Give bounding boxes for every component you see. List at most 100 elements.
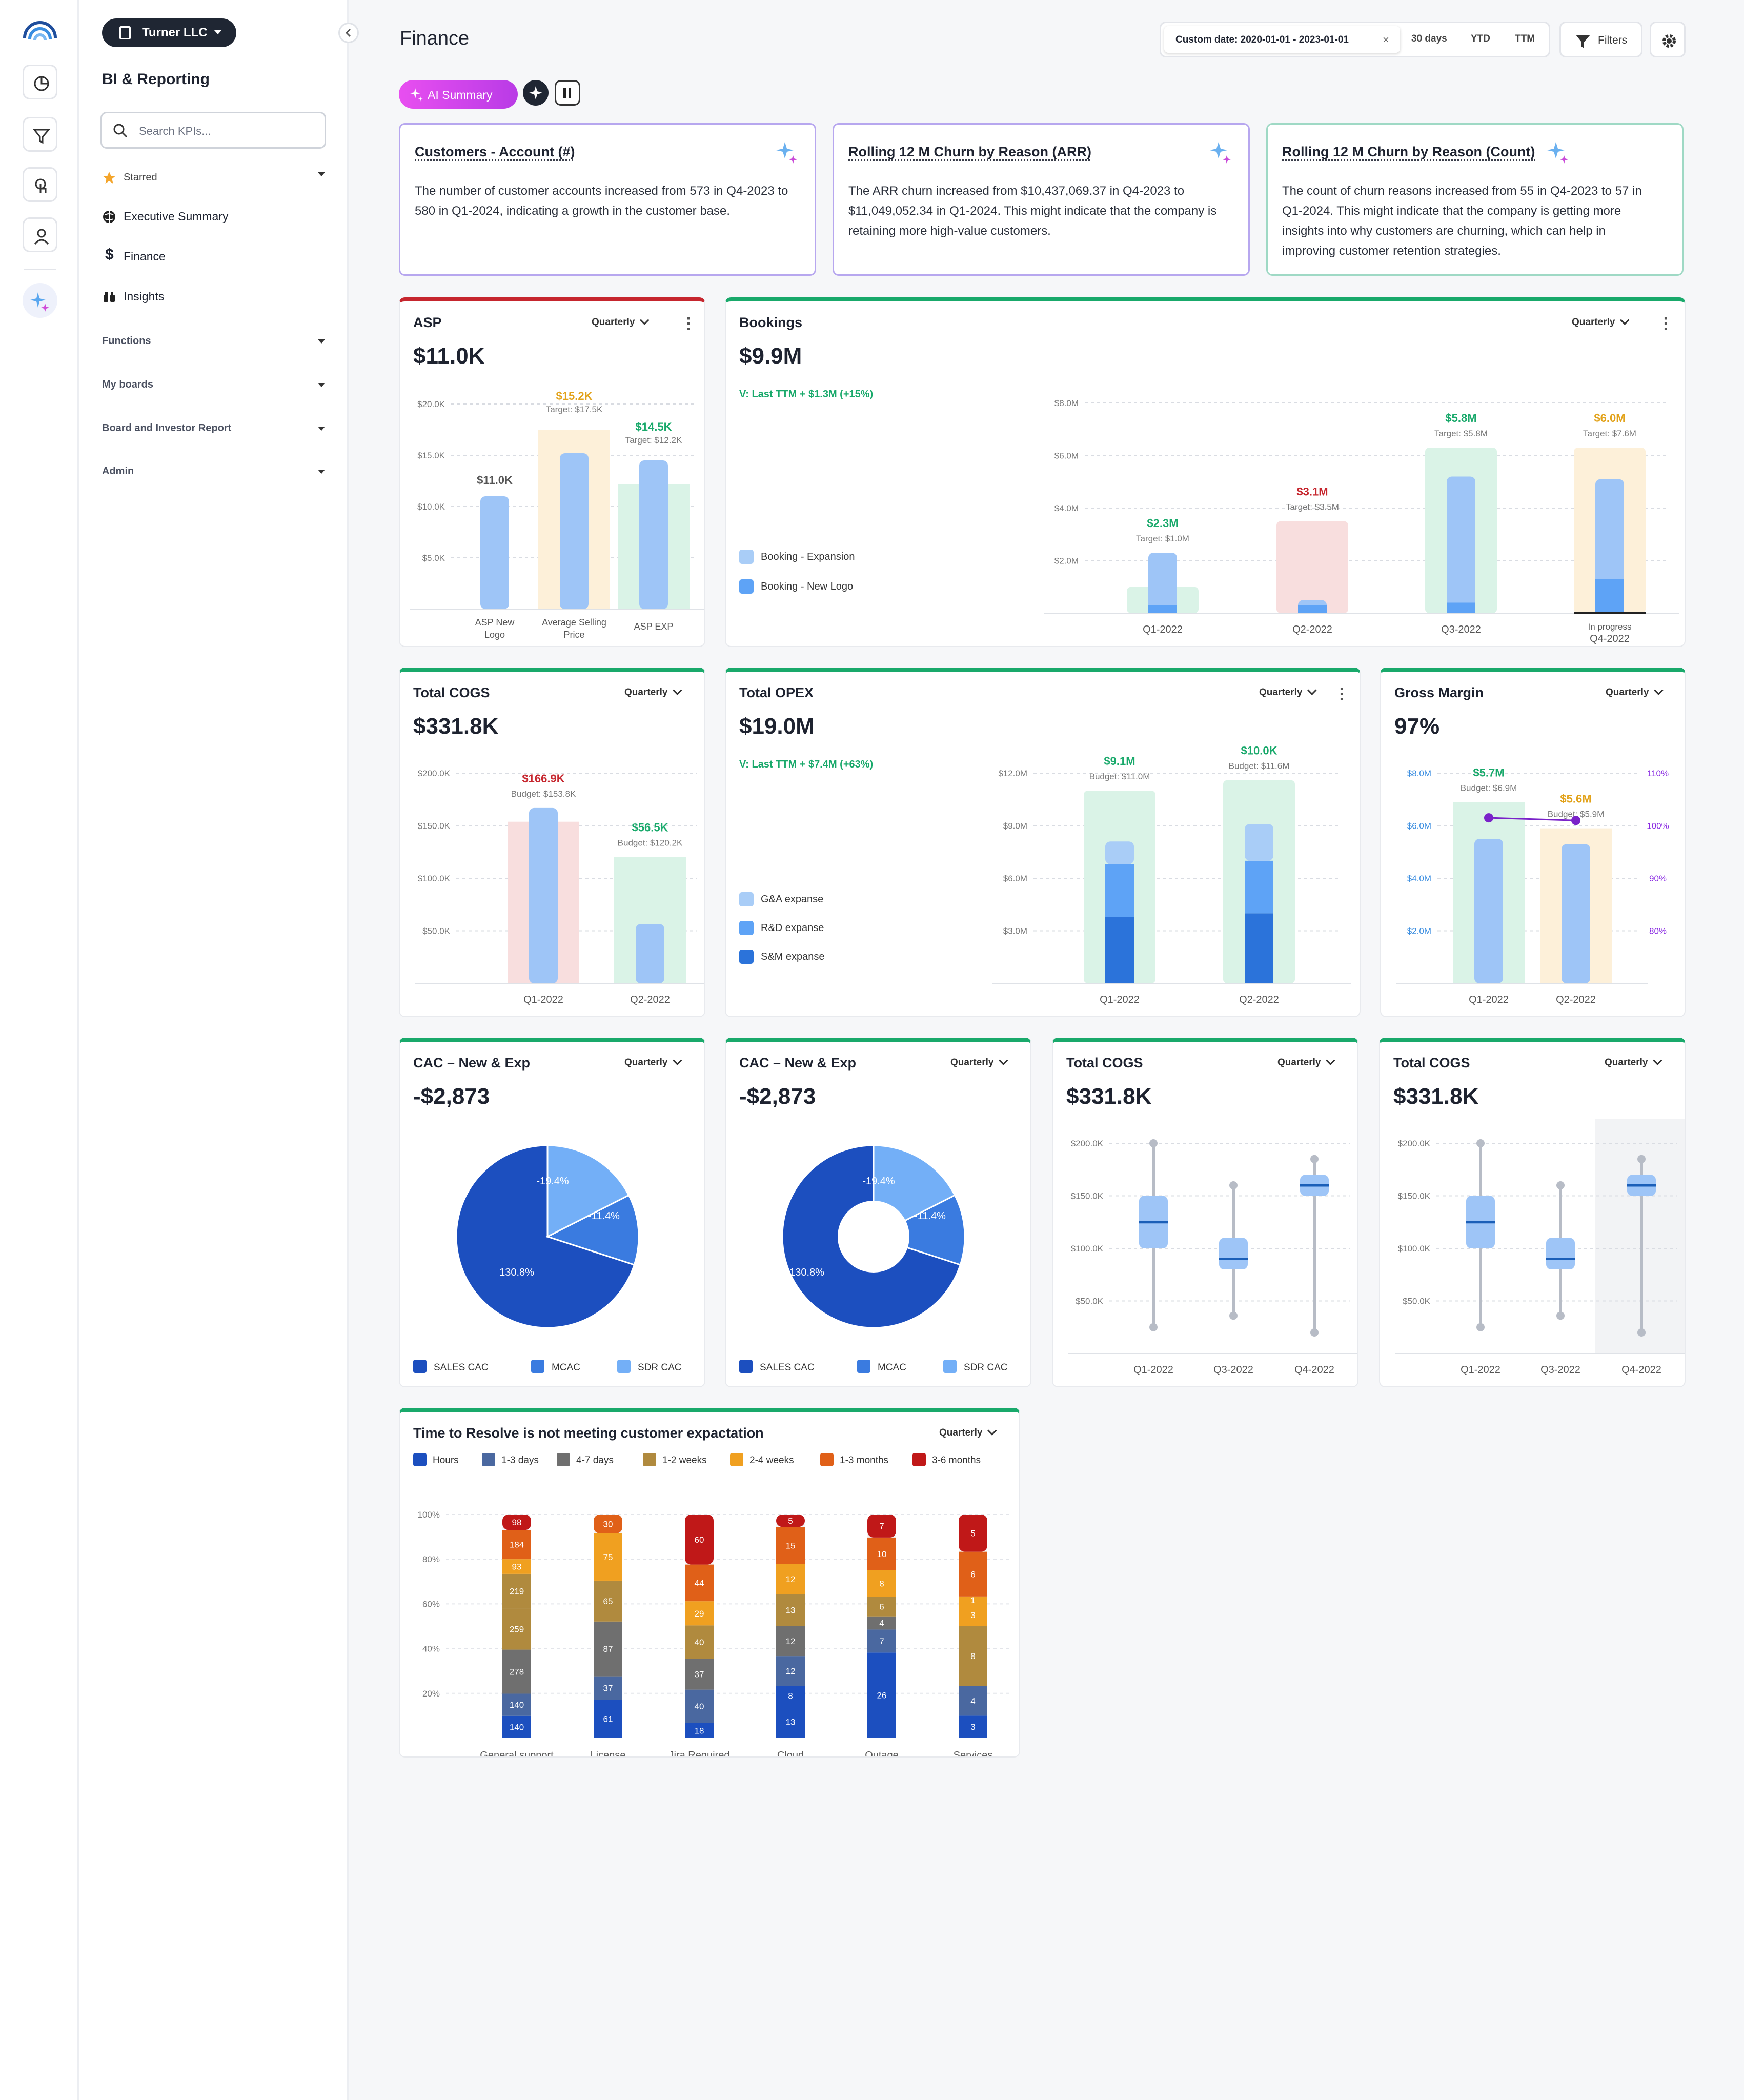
y-tick-label: $4.0M	[1407, 874, 1431, 883]
chevron-down-icon	[318, 339, 325, 344]
y2-tick-label: 100%	[1647, 821, 1669, 831]
date-range-chip[interactable]: Custom date: 2020-01-01 - 2023-01-01 ×	[1164, 26, 1400, 53]
bar-value-label: $166.9K	[522, 772, 564, 785]
legend-swatch	[739, 892, 754, 906]
sidebar-item-executive-summary[interactable]: Executive Summary	[102, 207, 229, 226]
pause-button[interactable]	[555, 80, 580, 106]
legend-label: SALES CAC	[434, 1362, 489, 1373]
period-dropdown[interactable]: Quarterly	[624, 687, 679, 698]
total-opex-card[interactable]: Total OPEX Quarterly ⋮ $19.0M V: Last TT…	[725, 668, 1361, 1017]
range-30-days[interactable]: 30 days	[1411, 33, 1447, 44]
cac-pie-card[interactable]: CAC – New & Exp Quarterly -$2,873 130.8%…	[399, 1038, 705, 1387]
variance-label: V: Last TTM + $7.4M (+63%)	[739, 759, 874, 770]
ai-star-button[interactable]	[523, 80, 549, 106]
kebab-menu-icon[interactable]: ⋮	[1658, 315, 1673, 332]
x-tick-label: Cloud	[777, 1750, 804, 1758]
segment-label: 140	[510, 1722, 524, 1732]
filters-button[interactable]: Filters	[1559, 22, 1642, 57]
legend-label: MCAC	[552, 1362, 580, 1373]
cogs-boxplot-card[interactable]: Total COGS Quarterly $331.8K $200.0K $150…	[1052, 1038, 1358, 1387]
margin-line	[1488, 817, 1576, 821]
x-tick-label: Q4-2022	[1590, 633, 1630, 644]
sidebar-group-my-boards[interactable]: My boards	[102, 379, 325, 391]
close-icon[interactable]: ×	[1383, 33, 1389, 46]
bar-segment	[959, 1551, 987, 1597]
time-to-resolve-card[interactable]: Time to Resolve is not meeting customer …	[399, 1408, 1020, 1758]
range-ttm[interactable]: TTM	[1515, 33, 1535, 44]
bar-segment	[959, 1604, 987, 1626]
x-tick-label: Q2-2022	[630, 994, 670, 1005]
period-dropdown[interactable]: Quarterly	[950, 1057, 1005, 1068]
bar	[560, 453, 589, 609]
insight-card[interactable]: Customers - Account (#) The number of cu…	[399, 123, 816, 276]
bar-segment	[867, 1616, 896, 1630]
collapse-sidebar-button[interactable]	[338, 23, 359, 43]
period-dropdown[interactable]: Quarterly	[1277, 1057, 1332, 1068]
rail-filter-button[interactable]	[23, 117, 57, 152]
total-cogs-card[interactable]: Total COGS Quarterly $331.8K $200.0K $150…	[399, 668, 705, 1017]
bookings-chart: $8.0M $6.0M $4.0M $2.0M $2.3M Target: $1.0M Q1…	[1044, 398, 1679, 644]
rail-ai-button[interactable]	[23, 283, 57, 318]
range-ytd[interactable]: YTD	[1471, 33, 1490, 44]
bar-segment	[867, 1597, 896, 1617]
sidebar-group-admin[interactable]: Admin	[102, 466, 325, 477]
group-label: Admin	[102, 466, 134, 477]
gear-icon	[1662, 34, 1676, 48]
segment-label: 65	[603, 1597, 613, 1606]
rail-dashboard-button[interactable]	[23, 65, 57, 99]
period-dropdown[interactable]: Quarterly	[592, 317, 646, 328]
gross-margin-card[interactable]: Gross Margin Quarterly 97% $8.0M $6.0M $4.…	[1380, 668, 1686, 1017]
ai-summary-button[interactable]: AI Summary	[399, 80, 518, 109]
sidebar-group-functions[interactable]: Functions	[102, 335, 325, 347]
asp-card[interactable]: ASP Quarterly ⋮ $11.0K $20.0K $15.0K $10.0…	[399, 297, 705, 647]
sidebar-item-starred[interactable]: Starred	[102, 168, 325, 187]
rail-touch-button[interactable]	[23, 167, 57, 202]
bar-value-label: $5.7M	[1473, 766, 1504, 779]
period-dropdown[interactable]: Quarterly	[624, 1057, 679, 1068]
legend-swatch	[413, 1360, 427, 1373]
insight-card[interactable]: Rolling 12 M Churn by Reason (ARR) The A…	[833, 123, 1250, 276]
card-value: $9.9M	[739, 344, 802, 369]
segment-label: 44	[695, 1578, 704, 1588]
legend-swatch	[912, 1453, 926, 1466]
bar-segment	[1298, 605, 1327, 613]
whisker-cap	[1556, 1181, 1565, 1189]
bookings-card[interactable]: Bookings Quarterly ⋮ $9.9M V: Last TTM +…	[725, 297, 1686, 647]
legend-label: SALES CAC	[760, 1362, 815, 1373]
bar-segment	[867, 1537, 896, 1570]
funnel-icon	[1576, 35, 1590, 48]
bar	[529, 807, 558, 983]
bar-value-label: $5.8M	[1445, 412, 1476, 425]
bar	[639, 460, 668, 609]
period-dropdown[interactable]: Quarterly	[1259, 687, 1314, 698]
y-tick-label: $4.0M	[1054, 503, 1079, 513]
insight-card[interactable]: Rolling 12 M Churn by Reason (Count) The…	[1266, 123, 1684, 276]
x-tick-label: Q1-2022	[1100, 994, 1140, 1005]
org-switcher[interactable]: Turner LLC	[102, 18, 236, 47]
x-tick-label: Q1-2022	[1143, 624, 1183, 635]
settings-button[interactable]	[1650, 22, 1686, 57]
target-label: Target: $1.0M	[1136, 534, 1189, 543]
sidebar-group-board-report[interactable]: Board and Investor Report	[102, 422, 325, 434]
period-dropdown[interactable]: Quarterly	[1605, 1057, 1659, 1068]
sparkle-icon	[529, 86, 542, 99]
cac-donut-card[interactable]: CAC – New & Exp Quarterly -$2,873 130.8%…	[725, 1038, 1031, 1387]
sidebar-item-insights[interactable]: Insights	[102, 287, 164, 306]
kebab-menu-icon[interactable]: ⋮	[681, 315, 696, 332]
x-tick-label: Outage	[865, 1750, 899, 1758]
legend-label: 1-3 days	[501, 1455, 539, 1466]
period-dropdown[interactable]: Quarterly	[939, 1427, 994, 1439]
x-tick-label: General support	[480, 1750, 554, 1758]
segment-label: 6	[879, 1602, 884, 1612]
search-input[interactable]: Search KPIs...	[100, 112, 326, 149]
sidebar-item-finance[interactable]: $ Finance	[102, 246, 166, 266]
target-label: Budget: $6.9M	[1461, 783, 1517, 793]
period-dropdown[interactable]: Quarterly	[1572, 317, 1627, 328]
group-label: Functions	[102, 335, 151, 347]
kebab-menu-icon[interactable]: ⋮	[1334, 685, 1349, 702]
cogs-boxplot-card[interactable]: Total COGS Quarterly $331.8K $200.0K $150…	[1379, 1038, 1686, 1387]
margin-point	[1484, 813, 1493, 823]
y-tick-label: $8.0M	[1407, 769, 1431, 778]
period-dropdown[interactable]: Quarterly	[1606, 687, 1660, 698]
rail-user-button[interactable]	[23, 217, 57, 252]
